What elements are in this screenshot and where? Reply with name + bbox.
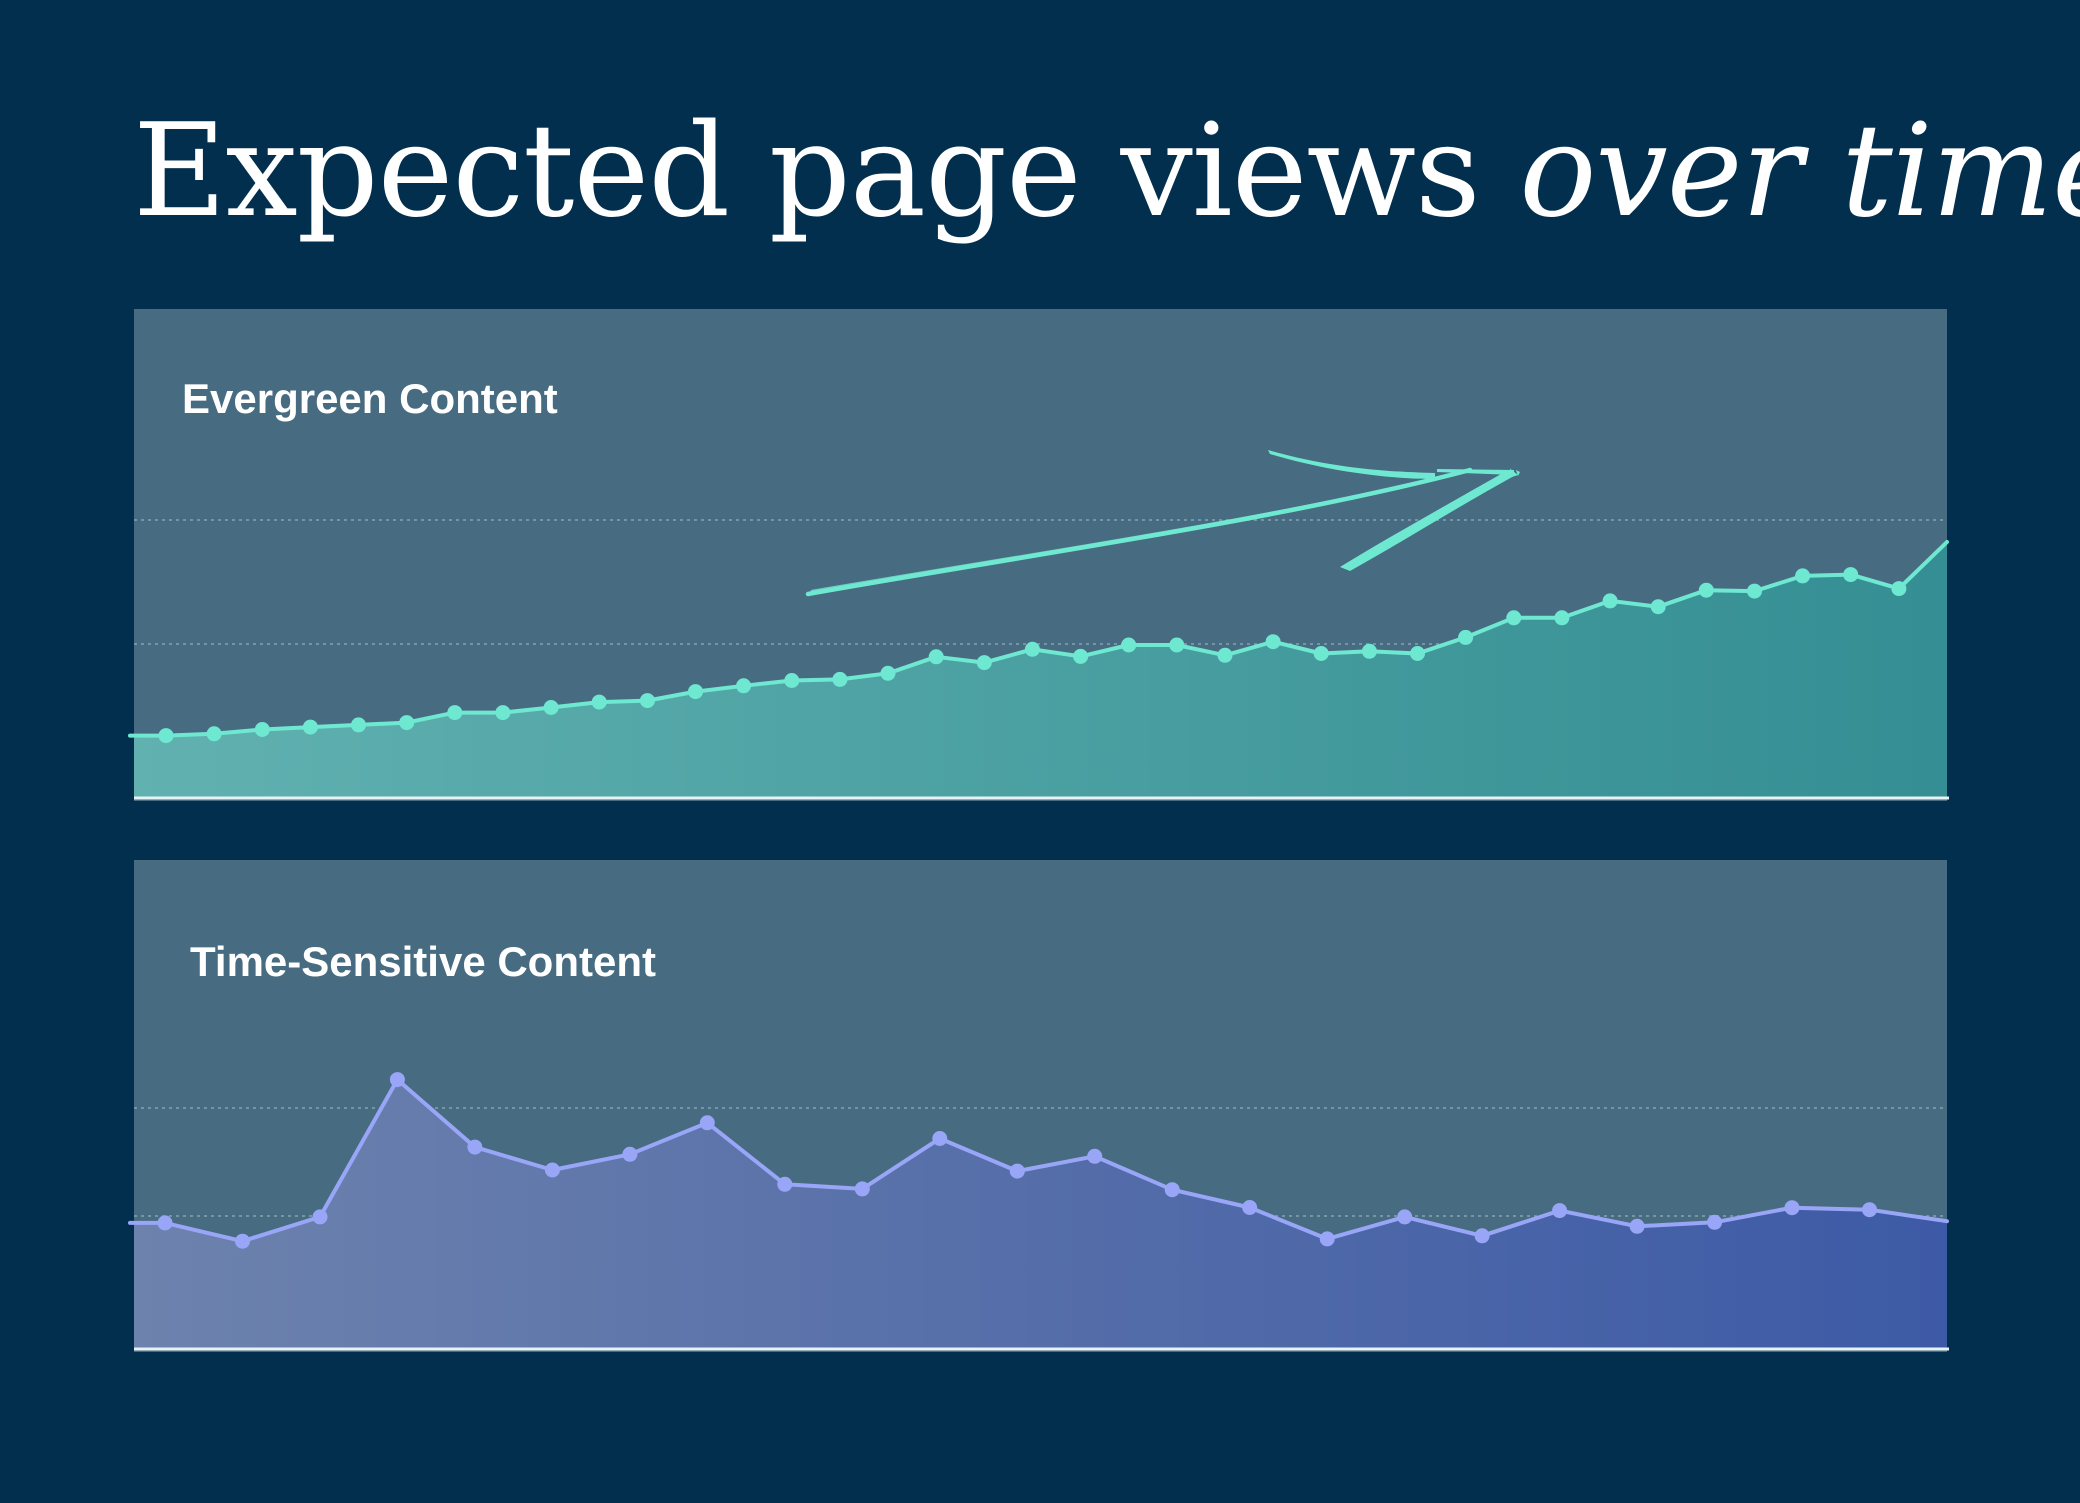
evergreen-chart-title: Evergreen Content	[182, 375, 558, 422]
evergreen-data-point	[591, 694, 607, 710]
time-sensitive-data-point	[1707, 1214, 1723, 1230]
evergreen-data-point	[1073, 648, 1089, 664]
time-sensitive-data-point	[1397, 1209, 1413, 1225]
time-sensitive-data-point	[1552, 1203, 1568, 1219]
title-italic: over time	[1519, 97, 2080, 246]
time-sensitive-data-point	[235, 1233, 250, 1249]
evergreen-data-point	[206, 726, 222, 742]
evergreen-data-point	[1554, 610, 1570, 626]
evergreen-data-point	[1698, 582, 1714, 598]
evergreen-data-point	[1313, 646, 1329, 661]
evergreen-data-point	[928, 649, 944, 665]
evergreen-data-point	[639, 693, 655, 709]
evergreen-data-point	[1410, 646, 1425, 661]
evergreen-data-point	[158, 728, 174, 744]
evergreen-data-point	[302, 719, 318, 735]
time-sensitive-data-point	[157, 1215, 173, 1231]
time-sensitive-area	[134, 1079, 1947, 1349]
evergreen-data-point	[736, 678, 752, 694]
evergreen-data-point	[1361, 643, 1377, 659]
time-sensitive-data-point	[1242, 1200, 1258, 1215]
time-sensitive-data-point	[699, 1115, 715, 1131]
evergreen-data-point	[1217, 647, 1233, 663]
evergreen-data-point	[688, 684, 703, 700]
time-sensitive-data-point	[854, 1181, 870, 1197]
evergreen-data-point	[1602, 593, 1618, 609]
evergreen-data-point	[784, 673, 800, 688]
time-sensitive-data-point	[1009, 1163, 1025, 1179]
time-sensitive-data-point	[1784, 1200, 1800, 1216]
evergreen-data-point	[399, 715, 415, 731]
time-sensitive-data-point	[1629, 1218, 1645, 1234]
time-sensitive-data-point	[1087, 1148, 1103, 1164]
time-sensitive-data-point	[1474, 1228, 1490, 1244]
evergreen-area	[134, 542, 1947, 798]
time-sensitive-data-point	[1164, 1182, 1180, 1198]
time-sensitive-chart-panel: Time-Sensitive Content	[128, 860, 1949, 1352]
time-sensitive-data-point	[467, 1139, 483, 1155]
evergreen-data-point	[1650, 599, 1666, 615]
evergreen-data-point	[1024, 641, 1040, 657]
time-sensitive-data-point	[777, 1176, 793, 1192]
evergreen-data-point	[351, 717, 366, 733]
evergreen-data-point	[447, 705, 463, 721]
evergreen-data-point	[832, 671, 848, 687]
evergreen-data-point	[543, 700, 559, 715]
title-plain: Expected page views	[133, 97, 1481, 246]
evergreen-data-point	[1747, 583, 1762, 599]
evergreen-data-point	[880, 665, 896, 681]
evergreen-data-point	[1265, 634, 1281, 650]
time-sensitive-data-point	[389, 1072, 405, 1088]
evergreen-chart-panel: Evergreen Content	[128, 309, 1949, 801]
time-sensitive-chart-title: Time-Sensitive Content	[190, 938, 656, 985]
page-title: Expected page views over time	[133, 92, 2080, 252]
evergreen-data-point	[1506, 610, 1522, 626]
evergreen-data-point	[1121, 637, 1137, 653]
evergreen-data-point	[1795, 568, 1811, 584]
trend-arrow-icon	[805, 450, 1520, 597]
evergreen-chart	[128, 450, 1949, 800]
time-sensitive-data-point	[932, 1131, 948, 1146]
time-sensitive-data-point	[312, 1209, 328, 1225]
time-sensitive-chart	[128, 1072, 1949, 1351]
evergreen-data-point	[976, 655, 992, 671]
time-sensitive-data-point	[622, 1146, 638, 1162]
evergreen-data-point	[254, 722, 270, 737]
evergreen-data-point	[1458, 629, 1474, 645]
time-sensitive-data-point	[544, 1162, 560, 1178]
time-sensitive-data-point	[1862, 1202, 1877, 1218]
evergreen-data-point	[1891, 581, 1907, 597]
evergreen-data-point	[1169, 637, 1185, 653]
evergreen-data-point	[495, 705, 511, 721]
time-sensitive-data-point	[1319, 1231, 1335, 1247]
evergreen-data-point	[1843, 567, 1859, 583]
